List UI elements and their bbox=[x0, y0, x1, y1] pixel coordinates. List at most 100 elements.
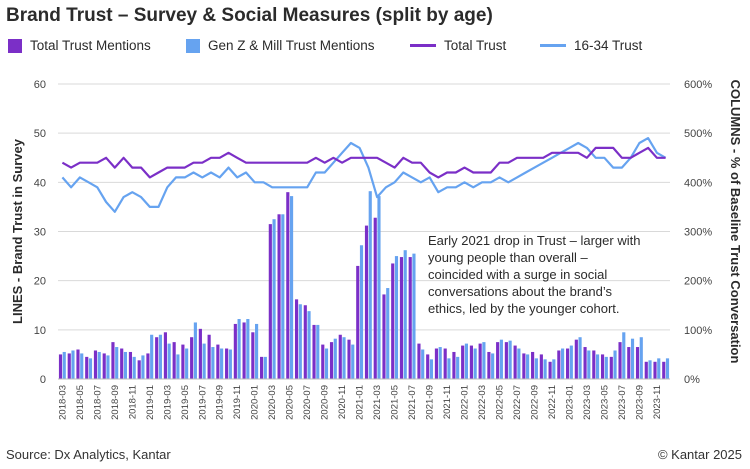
bar-genz-mentions bbox=[456, 356, 460, 379]
bar-genz-mentions bbox=[569, 345, 573, 379]
bar-genz-mentions bbox=[517, 348, 521, 379]
bar-total-mentions bbox=[443, 348, 447, 379]
right-tick-label: 400% bbox=[684, 177, 712, 189]
right-axis-title: COLUMNS - % of Baseline Trust Conversati… bbox=[728, 80, 743, 364]
x-tick-label: 2018-07 bbox=[92, 385, 103, 420]
bar-genz-mentions bbox=[123, 351, 128, 379]
bar-genz-mentions bbox=[421, 349, 425, 379]
bar-genz-mentions bbox=[359, 245, 364, 379]
line-total-trust bbox=[61, 146, 666, 179]
bar-total-mentions bbox=[504, 342, 508, 379]
legend: Total Trust Mentions Gen Z & Mill Trust … bbox=[8, 38, 748, 58]
bar-total-mentions bbox=[268, 224, 272, 379]
annotation-line: coincided with a surge in social bbox=[428, 267, 607, 282]
x-tick-label: 2019-11 bbox=[232, 385, 243, 419]
bar-genz-mentions bbox=[71, 350, 75, 379]
bar-genz-mentions bbox=[132, 356, 136, 379]
bar-total-mentions bbox=[102, 353, 106, 379]
bar-total-mentions bbox=[67, 353, 71, 379]
legend-item-young-trust: 16-34 Trust bbox=[540, 38, 642, 53]
bar-total-mentions bbox=[172, 342, 176, 379]
bar-genz-mentions bbox=[543, 359, 547, 379]
bar-total-mentions bbox=[242, 322, 246, 379]
bar-genz-mentions bbox=[526, 354, 530, 379]
x-tick-label: 2018-09 bbox=[110, 385, 121, 420]
bar-total-mentions bbox=[198, 328, 202, 379]
bar-total-mentions bbox=[522, 353, 526, 379]
x-tick-label: 2019-01 bbox=[145, 385, 156, 420]
annotation-line: ethics, led by the younger cohort. bbox=[428, 301, 620, 316]
bar-total-mentions bbox=[583, 347, 587, 379]
x-tick-label: 2023-03 bbox=[582, 385, 593, 420]
x-tick-label: 2021-09 bbox=[425, 385, 436, 420]
x-tick-label: 2020-03 bbox=[267, 385, 278, 420]
x-tick-label: 2022-03 bbox=[477, 385, 488, 420]
bar-genz-mentions bbox=[508, 340, 512, 379]
legend-line-young-trust bbox=[540, 44, 566, 47]
bar-genz-mentions bbox=[342, 337, 346, 379]
right-tick-label: 500% bbox=[684, 128, 712, 140]
bar-total-mentions bbox=[566, 348, 570, 379]
right-tick-label: 300% bbox=[684, 227, 712, 239]
x-tick-label: 2020-07 bbox=[302, 385, 313, 420]
x-tick-label: 2022-05 bbox=[495, 385, 506, 420]
bar-genz-mentions bbox=[324, 348, 329, 379]
annotation-line: conversations about the brand’s bbox=[428, 284, 613, 299]
annotation-line: young people than overall – bbox=[428, 250, 589, 265]
bar-genz-mentions bbox=[62, 351, 66, 379]
bar-total-mentions bbox=[487, 351, 491, 379]
left-tick-label: 20 bbox=[34, 276, 46, 288]
bar-total-mentions bbox=[93, 350, 98, 379]
bar-genz-mentions bbox=[464, 343, 468, 379]
x-tick-label: 2020-05 bbox=[285, 385, 296, 420]
bar-total-mentions bbox=[216, 344, 220, 379]
bar-genz-mentions bbox=[88, 358, 93, 379]
x-tick-label: 2018-05 bbox=[75, 385, 86, 420]
x-tick-label: 2023-07 bbox=[617, 385, 628, 420]
left-tick-label: 40 bbox=[34, 177, 46, 189]
bar-genz-mentions bbox=[412, 253, 416, 379]
x-tick-label: 2021-11 bbox=[442, 385, 453, 419]
x-tick-label: 2021-07 bbox=[407, 385, 418, 420]
bar-total-mentions bbox=[635, 347, 640, 379]
x-tick-label: 2022-09 bbox=[529, 385, 540, 420]
x-tick-label: 2018-11 bbox=[127, 385, 138, 419]
bar-genz-mentions bbox=[447, 358, 451, 379]
x-tick-label: 2022-01 bbox=[460, 385, 471, 420]
legend-label-young-trust: 16-34 Trust bbox=[574, 38, 643, 53]
bar-total-mentions bbox=[128, 351, 133, 379]
bar-total-mentions bbox=[58, 354, 63, 379]
bar-total-mentions bbox=[478, 343, 482, 379]
bar-total-mentions bbox=[600, 354, 605, 379]
bar-genz-mentions bbox=[193, 322, 197, 379]
bar-genz-mentions bbox=[115, 347, 119, 379]
bar-total-mentions bbox=[618, 342, 622, 379]
bar-genz-mentions bbox=[499, 339, 503, 379]
x-tick-label: 2020-01 bbox=[250, 385, 261, 420]
left-tick-label: 30 bbox=[34, 227, 46, 239]
chart-title: Brand Trust – Survey & Social Measures (… bbox=[6, 5, 493, 26]
bar-genz-mentions bbox=[403, 250, 407, 379]
bar-total-mentions bbox=[469, 345, 473, 379]
legend-item-total-mentions: Total Trust Mentions bbox=[8, 38, 151, 53]
bar-genz-mentions bbox=[237, 319, 241, 379]
bar-genz-mentions bbox=[176, 354, 180, 379]
bar-total-mentions bbox=[207, 334, 211, 379]
bar-total-mentions bbox=[181, 344, 185, 379]
bar-total-mentions bbox=[557, 350, 561, 379]
x-tick-label: 2019-09 bbox=[215, 385, 226, 420]
bar-genz-mentions bbox=[228, 349, 232, 379]
bar-genz-mentions bbox=[150, 334, 154, 379]
x-tick-label: 2021-01 bbox=[355, 385, 366, 420]
bar-total-mentions bbox=[653, 361, 657, 379]
bar-total-mentions bbox=[417, 343, 421, 379]
legend-swatch-genz-mentions bbox=[186, 38, 200, 53]
right-tick-label: 600% bbox=[684, 79, 712, 91]
annotation-line: Early 2021 drop in Trust – larger with bbox=[428, 233, 640, 248]
x-tick-label: 2023-01 bbox=[564, 385, 575, 420]
x-tick-label: 2022-11 bbox=[547, 385, 558, 419]
bar-total-mentions bbox=[662, 361, 666, 379]
x-tick-label: 2020-11 bbox=[337, 385, 348, 419]
bar-total-mentions bbox=[513, 345, 517, 379]
